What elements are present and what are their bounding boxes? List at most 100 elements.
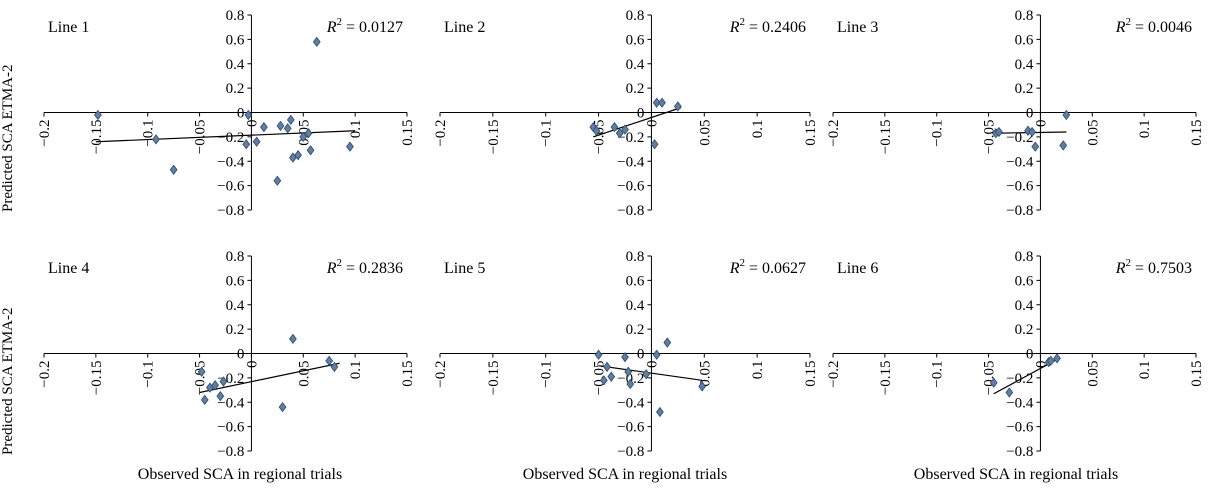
data-point [658, 97, 666, 108]
r-squared-label: R2 = 0.0046 [1115, 16, 1192, 36]
y-tick-label: 0.4 [226, 298, 245, 314]
x-tick-label: 0.05 [697, 361, 713, 387]
x-tick-label: 0.15 [803, 361, 819, 387]
x-tick-label: 0 [244, 120, 260, 128]
panel-title: Line 5 [444, 260, 485, 277]
y-tick-label: 0.4 [1015, 298, 1034, 314]
y-tick-label: 0.8 [226, 249, 245, 265]
y-tick-label: −0.8 [1006, 203, 1033, 219]
x-tick-label: −0.2 [433, 120, 449, 147]
y-tick-label: −0.6 [217, 179, 245, 195]
data-point [673, 101, 682, 112]
scatter-panel-1: 0.80.60.40.20−0.2−0.4−0.6−0.8−0.2 −0.15 −0… [37, 8, 416, 219]
x-tick-label: 0 [244, 361, 260, 369]
y-tick-label: 0.4 [1015, 57, 1034, 73]
data-point [610, 121, 619, 133]
y-tick-label: 0.8 [626, 8, 645, 24]
y-tick-label: 0 [1026, 106, 1034, 122]
y-tick-label: 0.6 [1015, 273, 1034, 289]
y-tick-label: 0.2 [626, 322, 645, 338]
x-tick-label: −0.05 [193, 361, 209, 396]
data-point [299, 131, 308, 143]
y-tick-label: −0.6 [1006, 179, 1034, 195]
r-squared-label: R2 = 0.0627 [729, 257, 806, 277]
y-tick-label: −0.2 [217, 130, 244, 146]
scatter-panel-3: 0.80.60.40.20−0.2−0.4−0.6−0.8−0.2 −0.15 −0… [826, 8, 1205, 219]
data-point [294, 149, 302, 161]
data-point [330, 361, 339, 373]
data-point [306, 145, 315, 156]
x-tick-label: 0.15 [1189, 361, 1205, 387]
panel-title: Line 1 [48, 19, 89, 36]
y-tick-label: −0.8 [217, 203, 244, 219]
data-point [252, 136, 261, 147]
data-point [995, 126, 1003, 138]
r-squared-label: R2 = 0.2406 [729, 16, 806, 36]
x-tick-label: −0.15 [878, 120, 894, 155]
y-tick-label: 0.6 [1015, 32, 1034, 48]
x-tick-label: −0.1 [930, 120, 946, 147]
y-tick-label: 0.2 [626, 81, 645, 97]
data-point [276, 120, 285, 132]
y-tick-label: −0.4 [1006, 395, 1034, 411]
data-point [1062, 109, 1071, 121]
data-point [216, 390, 225, 402]
x-tick-label: −0.2 [37, 120, 53, 147]
data-point [325, 355, 334, 366]
data-point [242, 139, 251, 150]
data-point [621, 124, 629, 135]
x-axis-label-col1: Observed SCA in regional trials [137, 466, 343, 483]
data-point [304, 128, 313, 139]
x-tick-label: 0.1 [750, 120, 766, 139]
data-point [1005, 387, 1014, 398]
scatter-panel-4: 0.80.60.40.20−0.2−0.4−0.6−0.8−0.2 −0.15 −0… [37, 249, 416, 460]
x-tick-label: 0 [1033, 120, 1049, 128]
x-tick-label: 0.1 [348, 120, 364, 139]
x-tick-label: −0.15 [486, 120, 502, 155]
y-tick-label: 0.2 [226, 322, 245, 338]
data-point [989, 377, 998, 388]
y-axis-label-bottom: Predicted SCA ETMA-2 [0, 307, 16, 456]
y-tick-label: −0.4 [617, 154, 645, 170]
data-point [289, 333, 297, 345]
trendline [598, 365, 703, 381]
trendline [95, 130, 356, 143]
x-tick-label: −0.2 [433, 361, 449, 388]
x-tick-label: 0 [1033, 361, 1049, 369]
data-point [652, 349, 661, 360]
data-point [1059, 140, 1068, 151]
data-point [200, 394, 209, 405]
x-tick-label: 0.1 [1137, 120, 1153, 139]
y-tick-label: 0 [1026, 347, 1034, 363]
data-point [346, 141, 354, 152]
x-tick-label: 0.05 [697, 120, 713, 146]
x-tick-label: 0.1 [750, 361, 766, 380]
data-point [650, 139, 659, 150]
y-tick-label: −0.4 [1006, 154, 1034, 170]
x-tick-label: −0.1 [141, 120, 157, 147]
y-tick-label: 0.2 [1015, 81, 1034, 97]
x-axis-label-col2: Observed SCA in regional trials [522, 466, 728, 483]
y-tick-label: −0.4 [617, 395, 645, 411]
y-tick-label: −0.6 [1006, 420, 1034, 436]
y-tick-label: 0.8 [1015, 8, 1034, 24]
x-tick-label: −0.15 [89, 120, 105, 155]
data-point [1053, 353, 1061, 364]
data-point [656, 406, 664, 418]
data-point [94, 109, 102, 121]
data-point [283, 123, 292, 134]
data-point [624, 366, 633, 377]
scatter-panel-5: 0.80.60.40.20−0.2−0.4−0.6−0.8−0.2 −0.15 −0… [433, 249, 819, 460]
panel-title: Line 6 [837, 260, 878, 277]
x-tick-label: −0.15 [89, 361, 105, 396]
data-point [663, 337, 672, 348]
y-tick-label: −0.6 [617, 420, 645, 436]
y-tick-label: 0.4 [626, 57, 645, 73]
y-tick-label: −0.2 [617, 130, 644, 146]
data-point [615, 128, 624, 139]
x-tick-label: 0.15 [400, 120, 416, 146]
data-point [169, 164, 178, 175]
y-tick-label: 0.6 [226, 32, 245, 48]
y-tick-label: −0.8 [617, 444, 644, 460]
